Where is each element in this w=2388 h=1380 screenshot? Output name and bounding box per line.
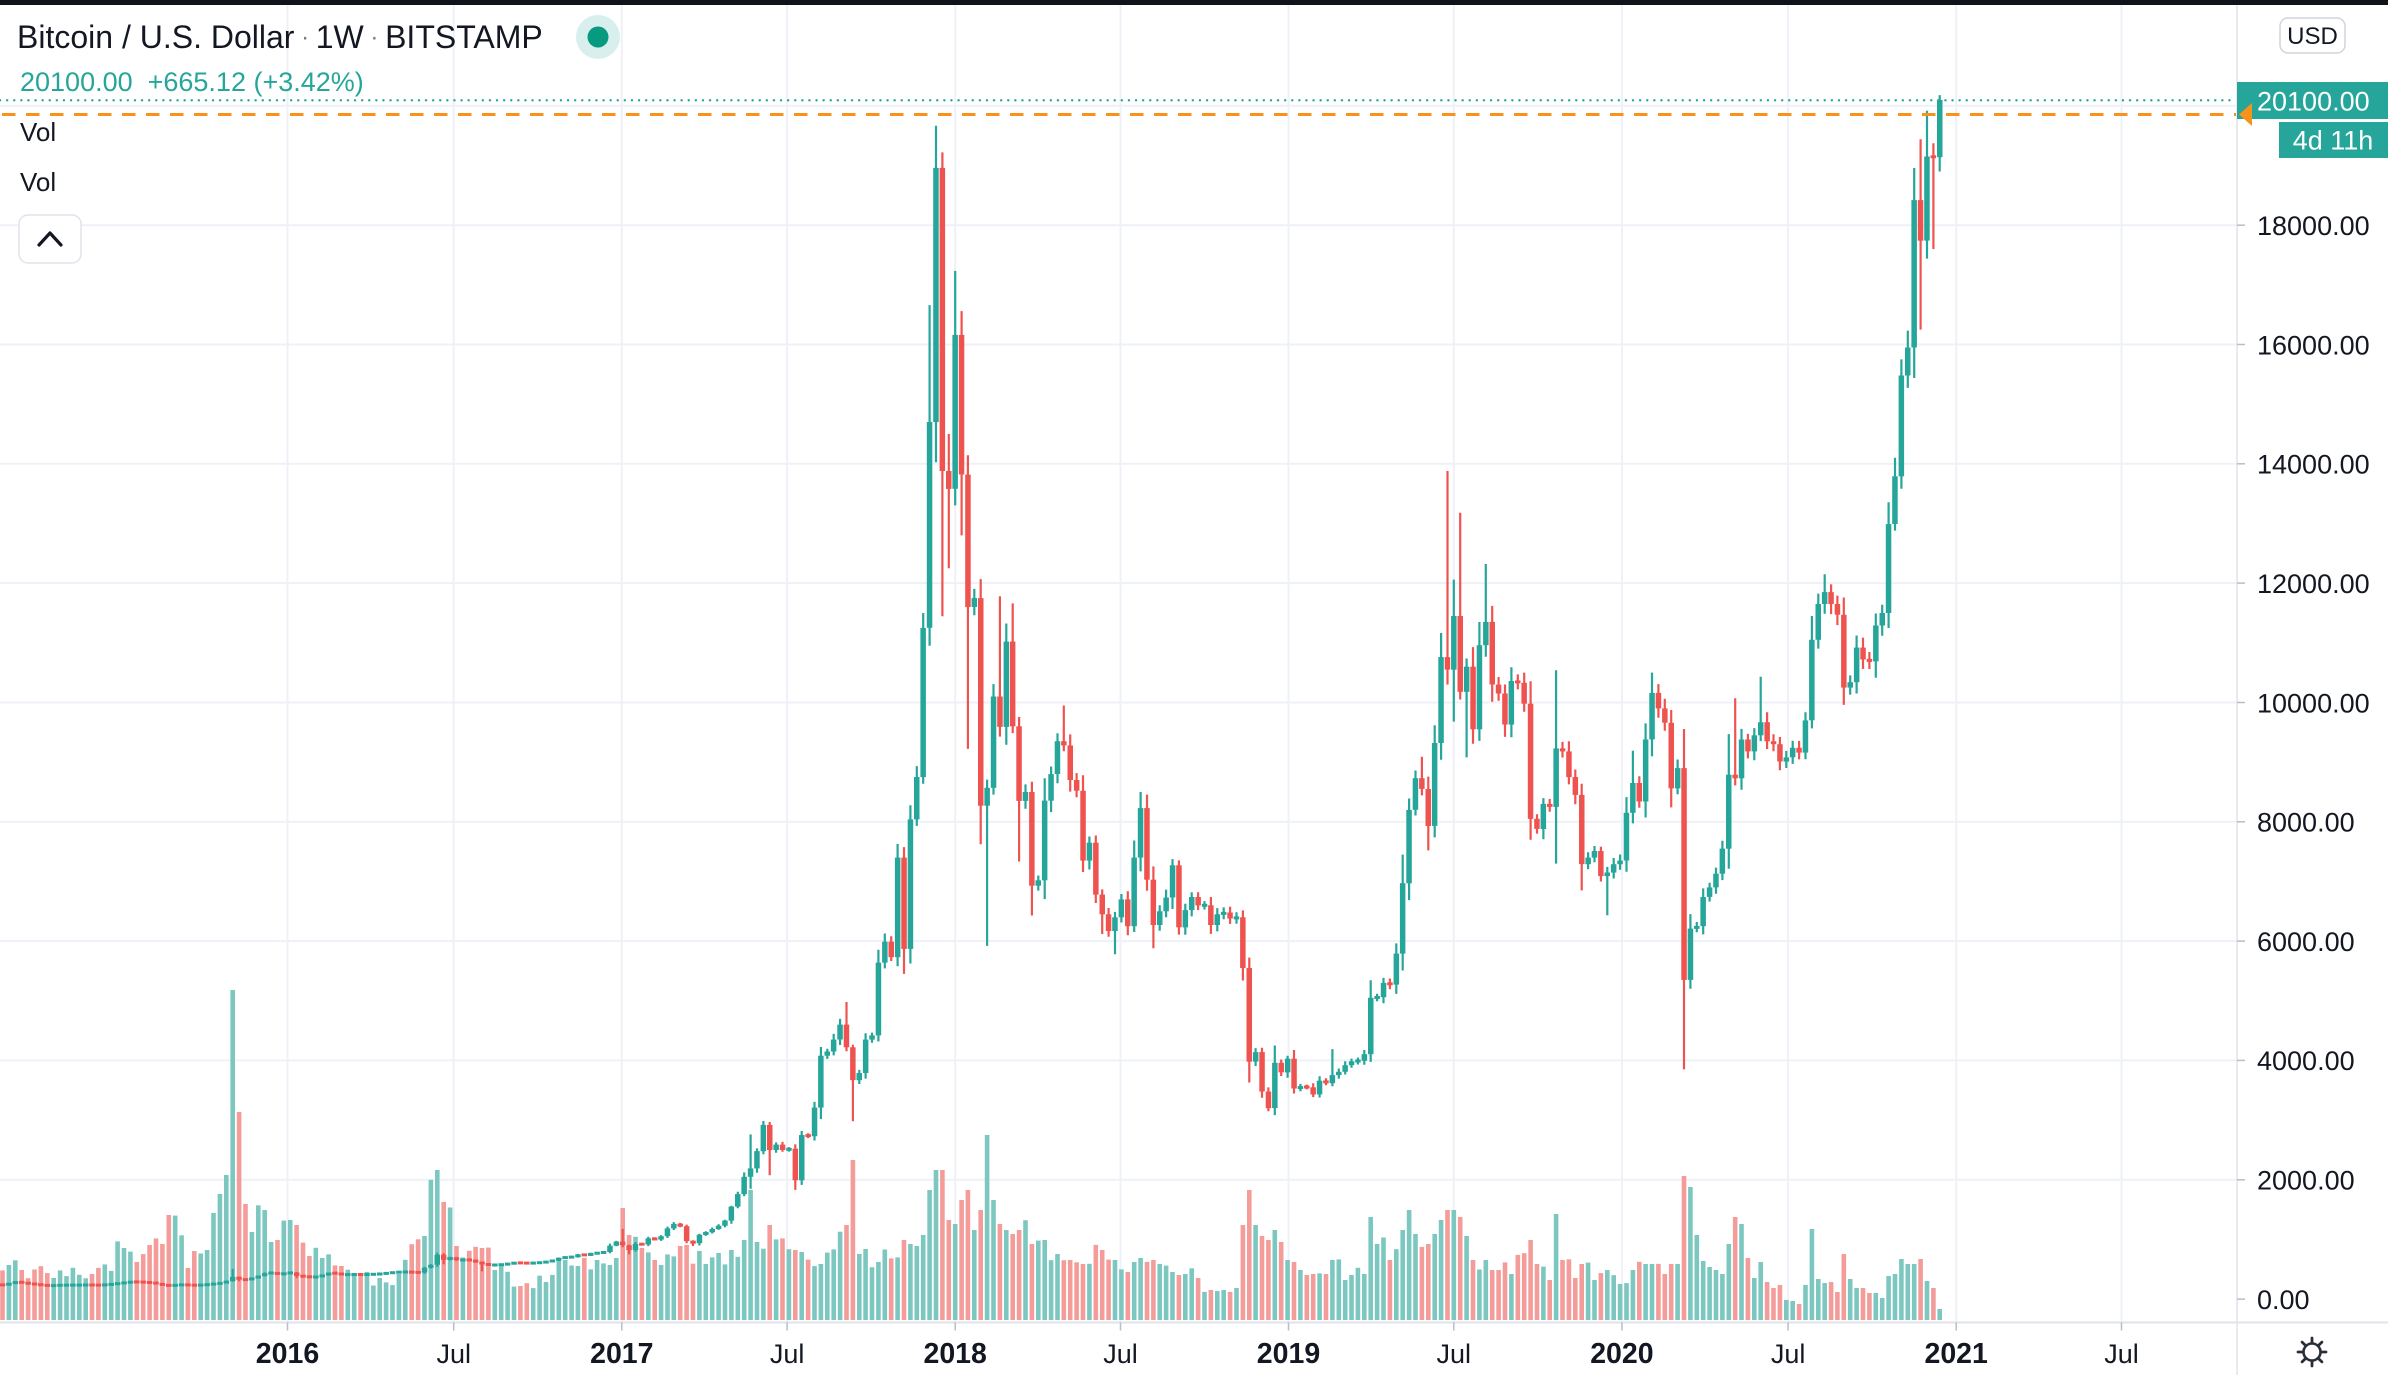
svg-text:18000.00: 18000.00 [2257,211,2370,241]
svg-text:Vol: Vol [20,117,56,147]
svg-text:0.00: 0.00 [2257,1285,2310,1315]
svg-text:8000.00: 8000.00 [2257,808,2355,838]
svg-text:12000.00: 12000.00 [2257,569,2370,599]
svg-text:Jul: Jul [770,1339,805,1369]
svg-text:USD: USD [2287,23,2338,50]
svg-text:10000.00: 10000.00 [2257,688,2370,718]
svg-text:4000.00: 4000.00 [2257,1046,2355,1076]
svg-text:20100.00: 20100.00 [2257,87,2370,117]
svg-text:2020: 2020 [1590,1338,1653,1370]
svg-text:16000.00: 16000.00 [2257,330,2370,360]
svg-text:Bitcoin / U.S. Dollar · 1W · B: Bitcoin / U.S. Dollar · 1W · BITSTAMP [17,19,543,55]
svg-text:14000.00: 14000.00 [2257,450,2370,480]
svg-text:6000.00: 6000.00 [2257,927,2355,957]
svg-text:Jul: Jul [1103,1339,1138,1369]
svg-text:4d 11h: 4d 11h [2293,126,2374,156]
svg-text:Jul: Jul [2104,1339,2139,1369]
svg-text:Jul: Jul [1771,1339,1806,1369]
svg-text:20100.00 +665.12 (+3.42%): 20100.00 +665.12 (+3.42%) [20,67,364,97]
svg-text:2019: 2019 [1257,1338,1320,1370]
svg-text:2016: 2016 [256,1338,319,1370]
svg-text:2021: 2021 [1924,1338,1988,1370]
svg-text:Jul: Jul [1437,1339,1472,1369]
svg-text:2000.00: 2000.00 [2257,1166,2355,1196]
svg-text:2018: 2018 [923,1338,986,1370]
svg-text:2017: 2017 [590,1338,653,1370]
svg-text:Vol: Vol [20,167,56,197]
svg-text:Jul: Jul [436,1339,471,1369]
